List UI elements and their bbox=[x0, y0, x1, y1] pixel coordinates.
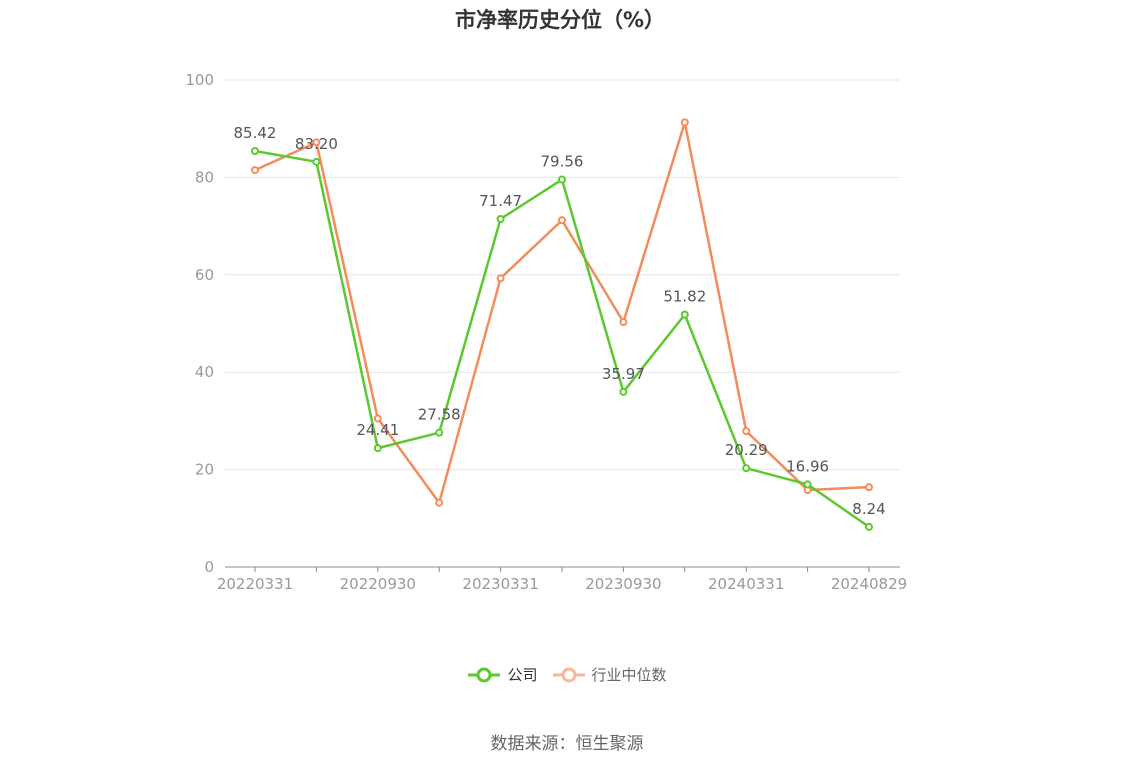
y-tick-label: 60 bbox=[195, 266, 214, 284]
data-point-company[interactable] bbox=[558, 175, 566, 184]
axes: 0 20 40 60 80 100 20220331 20220930 20230331 2023… bbox=[185, 71, 907, 593]
source-note: 数据来源：恒生聚源 bbox=[490, 734, 644, 754]
data-label-company: 83.20 bbox=[295, 135, 338, 153]
legend-company-label: 公司 bbox=[507, 666, 538, 684]
x-tick-label: 20230331 bbox=[462, 575, 538, 593]
data-point-company[interactable] bbox=[865, 522, 873, 531]
y-tick-label: 20 bbox=[195, 461, 214, 479]
data-point-company[interactable] bbox=[680, 310, 689, 319]
data-point-company[interactable] bbox=[251, 147, 259, 156]
data-point-company[interactable] bbox=[435, 428, 444, 437]
y-tick-label: 40 bbox=[195, 363, 214, 381]
data-point-industry[interactable] bbox=[435, 498, 444, 507]
data-point-industry[interactable] bbox=[373, 414, 382, 423]
data-point-company[interactable] bbox=[312, 157, 321, 166]
legend: 公司 行业中位数 bbox=[0, 664, 1134, 685]
data-point-industry[interactable] bbox=[558, 216, 566, 225]
data-point-industry[interactable] bbox=[680, 118, 689, 127]
legend-industry-line-icon bbox=[552, 667, 585, 682]
data-label-company: 16.96 bbox=[786, 457, 829, 475]
data-labels: 85.42 83.20 24.41 27.58 71.47 79.56 35.97 51.82… bbox=[234, 124, 886, 518]
data-point-industry[interactable] bbox=[865, 483, 873, 492]
data-label-company: 51.82 bbox=[663, 288, 706, 306]
data-label-company: 24.41 bbox=[356, 421, 399, 439]
x-tick-label: 20240331 bbox=[708, 575, 784, 593]
data-label-company: 20.29 bbox=[725, 441, 768, 459]
data-label-company: 85.42 bbox=[234, 124, 277, 142]
data-label-company: 27.58 bbox=[418, 406, 461, 424]
y-tick-label: 100 bbox=[185, 71, 214, 89]
data-label-company: 8.24 bbox=[852, 500, 885, 518]
x-tick-label: 20230930 bbox=[585, 575, 661, 593]
data-label-company: 79.56 bbox=[541, 153, 584, 171]
legend-company-line-icon bbox=[468, 667, 501, 682]
legend-item-company[interactable]: 公司 bbox=[467, 664, 538, 685]
legend-item-industry[interactable]: 行业中位数 bbox=[552, 664, 667, 685]
data-point-industry[interactable] bbox=[496, 274, 505, 283]
y-tick-label: 0 bbox=[204, 558, 214, 576]
data-point-company[interactable] bbox=[373, 444, 382, 453]
data-point-industry[interactable] bbox=[619, 318, 628, 327]
series-lines bbox=[251, 118, 873, 531]
data-point-industry[interactable] bbox=[312, 138, 321, 147]
legend-industry-label: 行业中位数 bbox=[591, 666, 667, 684]
data-point-company[interactable] bbox=[803, 480, 812, 489]
x-tick-label: 20240829 bbox=[831, 575, 907, 593]
data-point-company[interactable] bbox=[742, 464, 751, 473]
data-label-company: 35.97 bbox=[602, 365, 645, 383]
data-point-industry[interactable] bbox=[742, 427, 751, 436]
data-point-industry[interactable] bbox=[251, 166, 259, 175]
data-point-company[interactable] bbox=[619, 387, 628, 396]
series-line-company bbox=[254, 149, 870, 528]
x-tick-label: 20220930 bbox=[340, 575, 416, 593]
x-tick-label: 20220331 bbox=[217, 575, 293, 593]
y-tick-label: 80 bbox=[195, 168, 214, 186]
data-label-company: 71.47 bbox=[479, 192, 522, 210]
chart-title: 市净率历史分位（%） bbox=[454, 8, 666, 32]
data-point-company[interactable] bbox=[496, 214, 505, 223]
